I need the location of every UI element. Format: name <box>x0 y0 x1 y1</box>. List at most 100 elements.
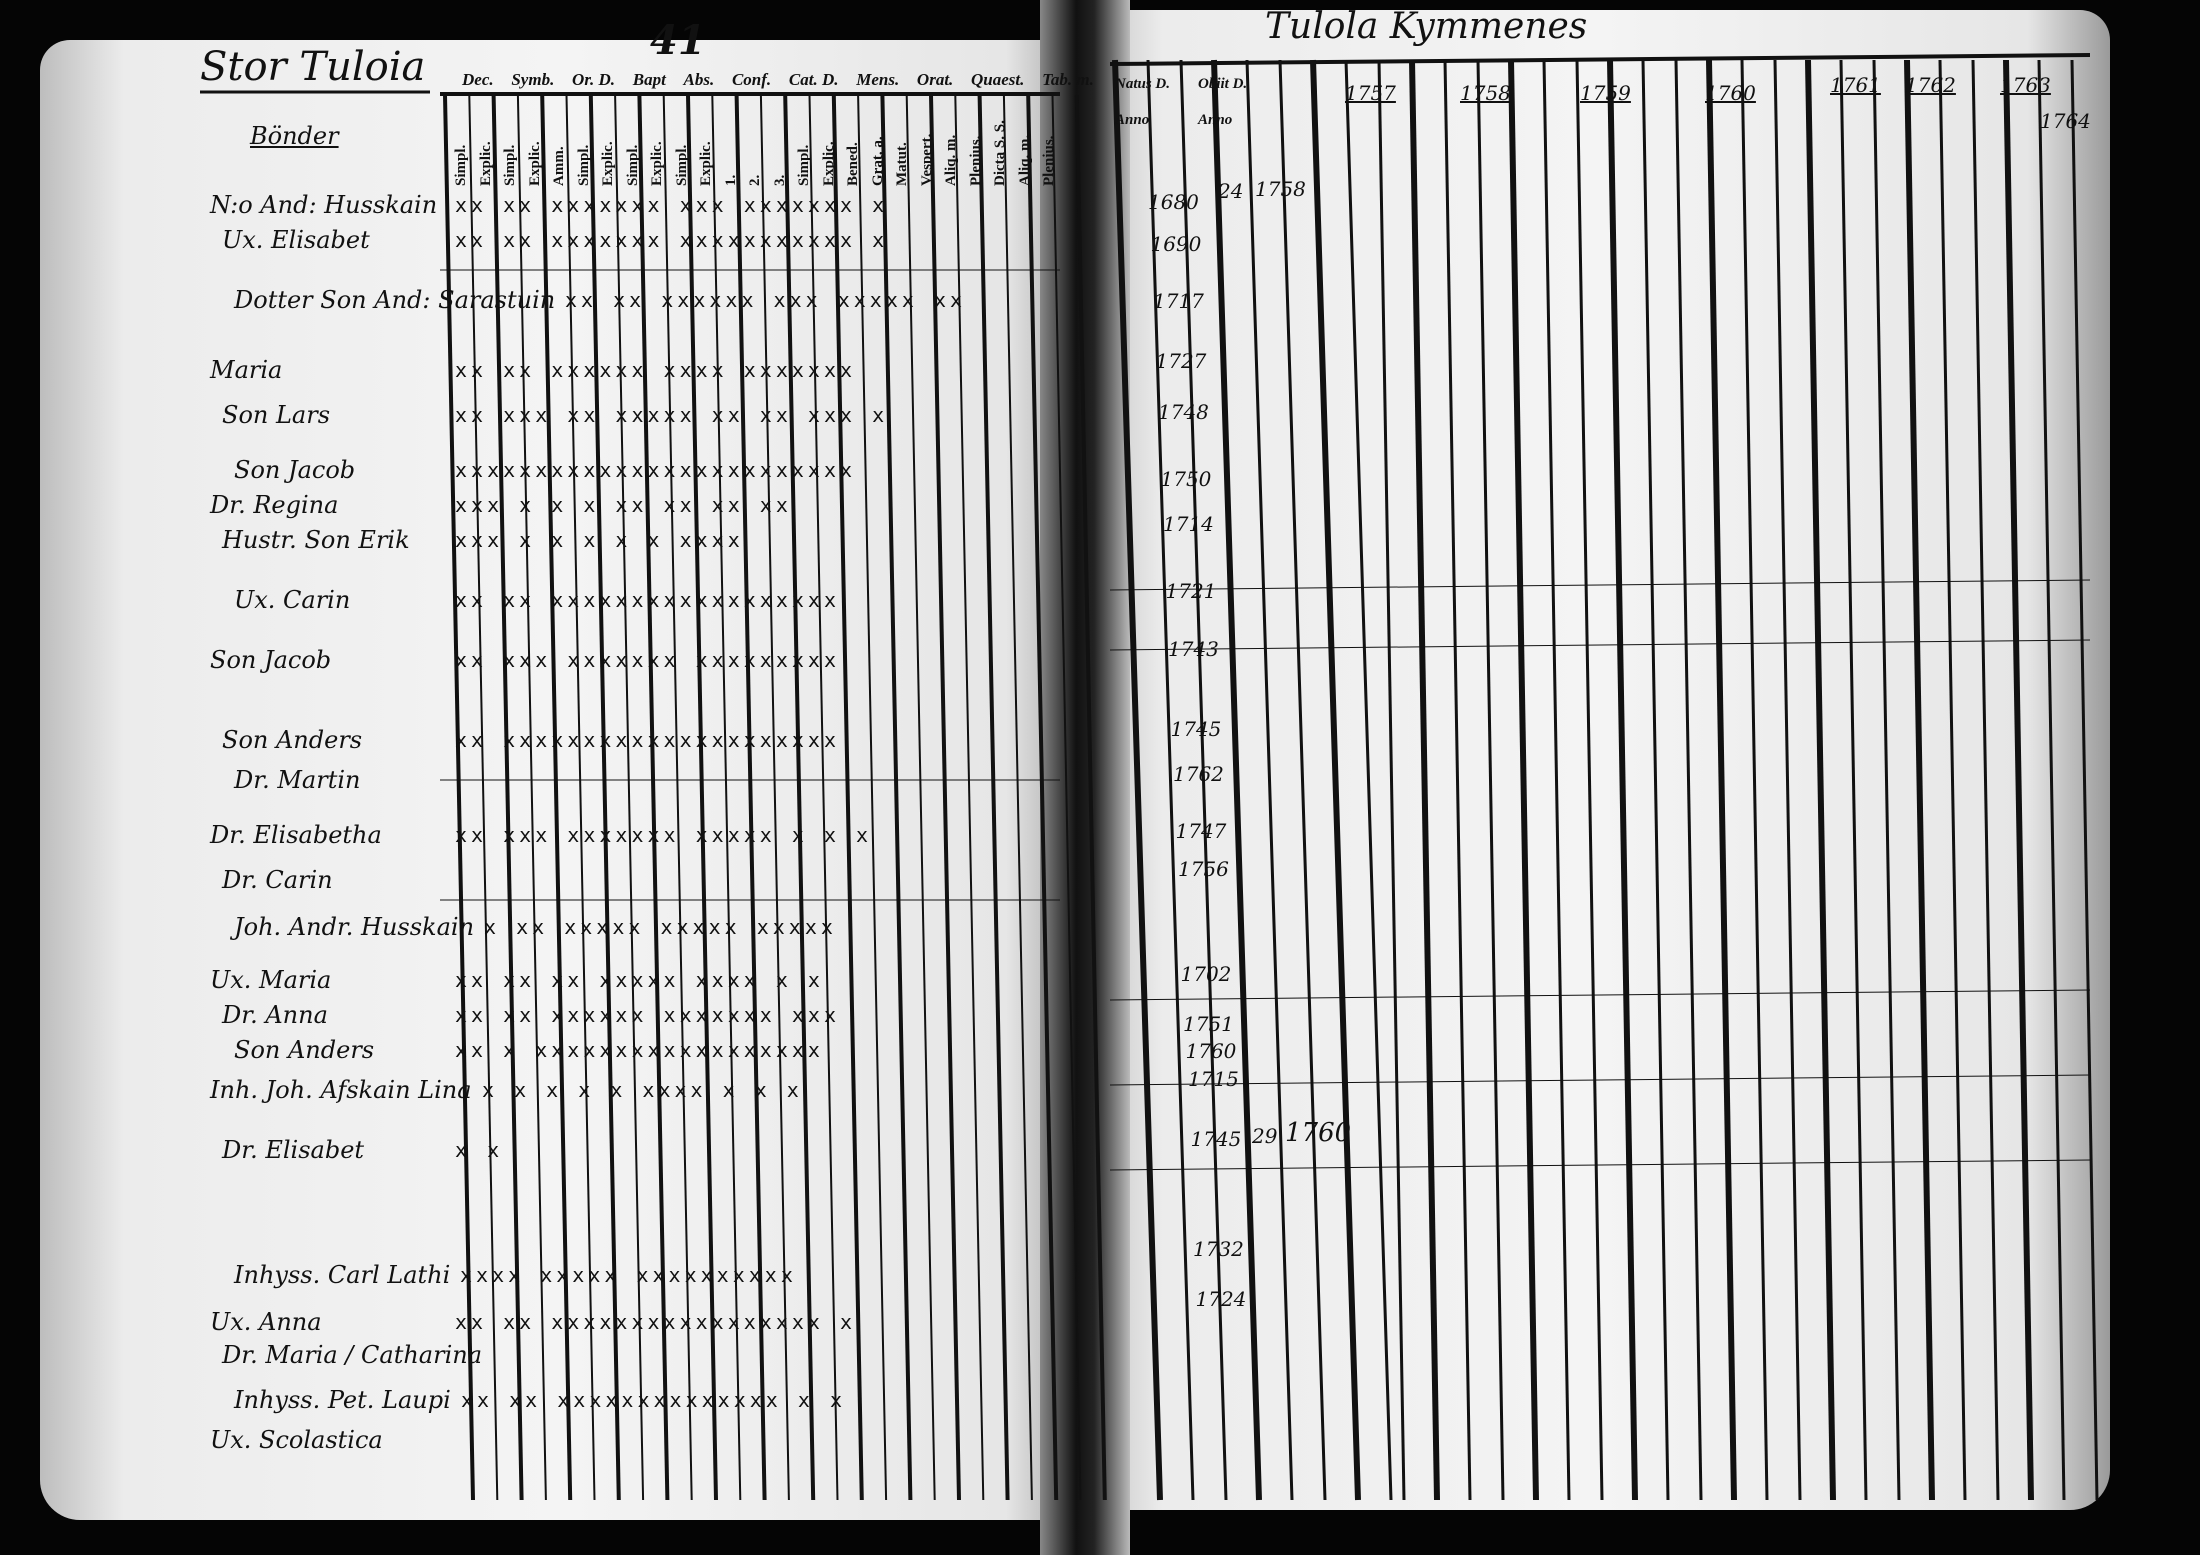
column-subheader: Simpl. <box>624 144 641 186</box>
exam-marks: x xx xxxxx xxxxx xxxxx <box>484 915 837 939</box>
exam-marks: xx x xxxxxxxxxxxxxxxxxx <box>455 1038 824 1062</box>
person-name: Son Anders <box>222 726 363 754</box>
column-rule <box>1211 59 1262 1501</box>
column-subheader: Explic. <box>600 141 616 186</box>
person-name: Dr. Martin <box>234 766 361 794</box>
column-rule <box>686 94 718 1501</box>
person-name: Ux. Maria <box>210 966 332 994</box>
person-name: Dotter Son And: Sarastuin <box>234 286 556 314</box>
year-column-header: 1758 <box>1460 81 1511 105</box>
column-rule <box>1805 59 1836 1501</box>
row-rule <box>1109 1074 2091 1086</box>
person-name: Son Jacob <box>210 646 332 674</box>
birth-year: 1762 <box>1173 762 1224 786</box>
column-header: Cat. D. <box>788 70 839 89</box>
death-year: 1760 <box>1285 1118 1352 1148</box>
column-subheader: 2. <box>747 174 763 186</box>
column-subheader: Simpl. <box>575 144 592 186</box>
person-name: Dr. Regina <box>210 491 339 519</box>
column-rule <box>1508 59 1539 1501</box>
column-rule <box>662 94 693 1501</box>
person-name: Ux. Carin <box>234 586 351 614</box>
column-subheader: Simpl. <box>502 144 518 186</box>
column-rule <box>734 94 767 1501</box>
column-rule <box>1245 59 1294 1501</box>
row-rule <box>1109 1159 2091 1171</box>
column-subheader: Plenius. <box>967 135 984 186</box>
column-rule <box>905 94 936 1501</box>
column-subheader: Explic. <box>477 141 494 186</box>
column-rule <box>1575 59 1604 1501</box>
birth-year: 1715 <box>1188 1067 1239 1091</box>
column-rule <box>540 94 573 1501</box>
column-header-row: Dec. Symb. Or. D. Bapt Abs. Conf. Cat. D. Mens.… <box>462 70 1094 90</box>
exam-marks: xx xx xxxxxxx xxxxxxxxxxx x <box>455 228 889 252</box>
year-column-header: 1760 <box>1705 81 1756 105</box>
column-subheader: Grat. a. <box>869 136 886 186</box>
column-subheader: Dicta S. S. <box>992 120 1008 186</box>
column-rule <box>1641 59 1670 1501</box>
column-rule <box>614 94 645 1501</box>
birth-year: 1751 <box>1183 1012 1234 1036</box>
column-rule <box>857 94 888 1501</box>
birth-year: 1745 <box>1170 717 1222 741</box>
year-column-header: 1761 <box>1830 73 1881 97</box>
column-rule <box>831 94 864 1501</box>
person-name: Son Anders <box>234 1036 375 1064</box>
year-column-header: 1763 <box>2000 73 2051 97</box>
column-header: Symb. <box>511 70 555 89</box>
column-rule <box>491 94 524 1501</box>
column-subheader: Aliq. m. <box>1016 134 1033 186</box>
person-name: Son Jacob <box>234 456 356 484</box>
column-header: Or. D. <box>572 70 616 89</box>
column-rule <box>1074 94 1107 1501</box>
col-obiit: Obiit D. Anno <box>1198 76 1248 128</box>
person-name: Inh. Joh. Afskain Lina <box>210 1076 472 1104</box>
column-subheader: 3. <box>771 174 788 186</box>
exam-marks: xx xx xxxxxx xxxx xxxxxxx <box>455 358 857 382</box>
person-name: Ux. Scolastica <box>210 1426 383 1454</box>
death-year: 1758 <box>1255 177 1306 201</box>
person-name: Ux. Anna <box>210 1308 322 1336</box>
column-rule <box>1026 94 1059 1501</box>
column-header: Bapt <box>632 70 666 89</box>
column-header: Dec. <box>462 70 494 89</box>
page-number: 41 <box>650 17 706 64</box>
year-column-header: 1759 <box>1580 81 1631 105</box>
column-rule <box>1146 59 1195 1501</box>
exam-marks: xx xx xxxxxxxxxxxxxx x x <box>461 1388 846 1412</box>
column-rule <box>468 94 499 1501</box>
column-rule <box>1706 59 1737 1501</box>
person-name: Ux. Elisabet <box>222 226 370 254</box>
column-rule <box>1476 59 1505 1501</box>
birth-year: 1745 <box>1190 1127 1242 1151</box>
person-name: Son Lars <box>222 401 331 429</box>
column-header: Abs. <box>683 70 715 89</box>
column-rule <box>516 94 547 1501</box>
column-rule <box>1904 59 1935 1501</box>
person-name: Dr. Elisabetha <box>210 821 382 849</box>
column-rule <box>1310 59 1361 1501</box>
year-column-header: 1762 <box>1905 73 1956 97</box>
birth-year: 1732 <box>1193 1237 1244 1261</box>
column-rule <box>759 94 790 1501</box>
exam-marks: xxxx xxxxx xxxxxxxxxx <box>460 1263 797 1287</box>
column-rule <box>1112 59 1163 1501</box>
column-subheader: Plenius. <box>1041 135 1057 186</box>
exam-marks: xx xx xxxxxxx xxx xxxxxxx x <box>455 193 889 217</box>
birth-year: 1690 <box>1150 232 1202 256</box>
column-rule <box>1740 59 1769 1501</box>
column-subheader: 1. <box>722 174 739 186</box>
person-name: Dr. Carin <box>222 866 333 894</box>
column-rule <box>2070 59 2099 1501</box>
column-rule <box>929 94 961 1501</box>
column-subheader: Simpl. <box>453 144 469 186</box>
exam-marks: xxx x x x x x xxxx <box>455 528 744 552</box>
column-rule <box>1002 94 1033 1501</box>
column-subheader: Amm. <box>551 146 567 186</box>
column-rule <box>711 94 742 1501</box>
exam-marks: xxx x x x xx xx xx xx <box>455 493 792 517</box>
year-1764: 1764 <box>2040 109 2091 133</box>
birth-year: 1747 <box>1175 819 1227 843</box>
birth-year: 1756 <box>1178 857 1229 881</box>
